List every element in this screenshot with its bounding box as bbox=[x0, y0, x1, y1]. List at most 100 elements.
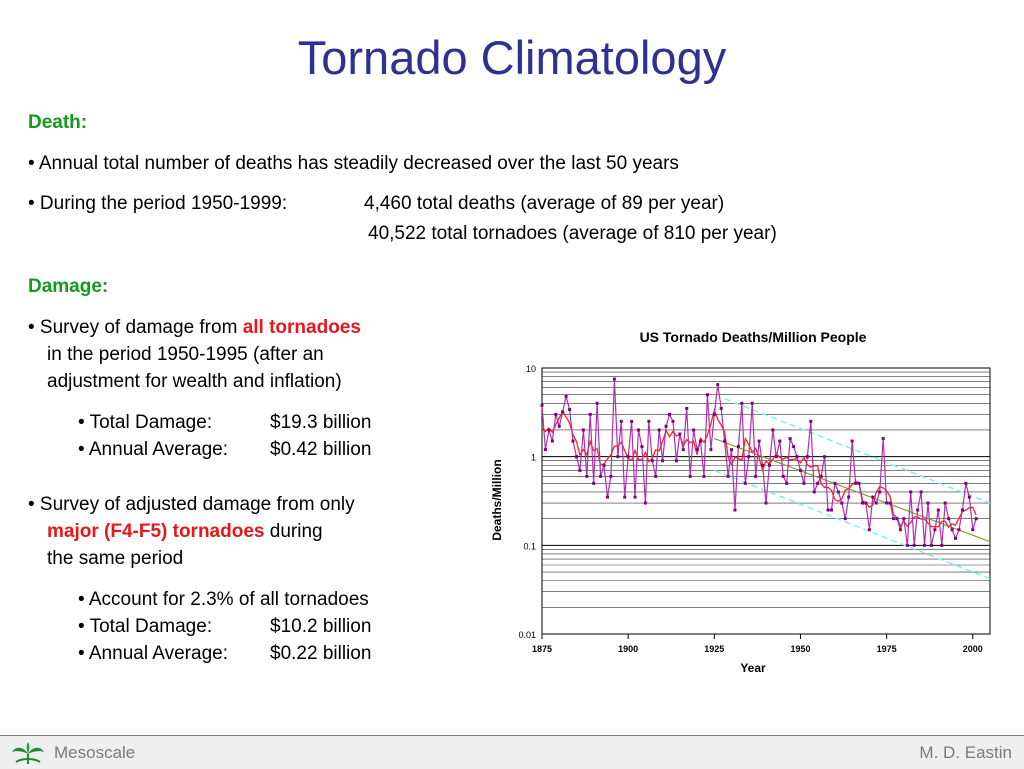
data-point bbox=[712, 412, 716, 416]
damage-survey-1-line-1: • Survey of damage from all tornadoes bbox=[28, 317, 361, 339]
data-point bbox=[767, 463, 771, 467]
data-point bbox=[785, 481, 789, 485]
data-point bbox=[733, 508, 737, 512]
data-point bbox=[974, 517, 978, 521]
major-total-damage-value: $10.2 billion bbox=[270, 616, 372, 637]
data-point bbox=[805, 455, 809, 459]
data-point bbox=[592, 481, 596, 485]
data-point bbox=[860, 501, 864, 505]
chart-y-ticks: 10 1 0.1 0.01 bbox=[518, 364, 536, 640]
x-tick-label: 1900 bbox=[618, 644, 638, 654]
data-point bbox=[929, 543, 933, 547]
data-point bbox=[967, 495, 971, 499]
data-point bbox=[568, 408, 572, 412]
data-point bbox=[829, 508, 833, 512]
data-point bbox=[933, 528, 937, 532]
data-point bbox=[778, 439, 782, 443]
data-point bbox=[747, 455, 751, 459]
x-tick-label: 1925 bbox=[704, 644, 724, 654]
data-point bbox=[578, 468, 582, 472]
damage-survey-2-line-2: major (F4-F5) tornadoes during bbox=[47, 521, 323, 543]
data-point bbox=[681, 448, 685, 452]
data-point bbox=[640, 445, 644, 449]
data-point bbox=[726, 474, 730, 478]
damage-survey-2-line-3: the same period bbox=[47, 548, 184, 569]
data-point bbox=[823, 455, 827, 459]
data-point bbox=[919, 490, 923, 494]
death-bullet-2-label: • During the period 1950-1999: bbox=[28, 193, 288, 214]
data-point bbox=[909, 490, 913, 494]
data-point bbox=[850, 439, 854, 443]
data-point bbox=[757, 439, 761, 443]
data-point bbox=[633, 495, 637, 499]
data-point bbox=[612, 377, 616, 381]
data-point bbox=[795, 455, 799, 459]
data-point bbox=[657, 428, 661, 432]
data-point bbox=[826, 508, 830, 512]
data-point bbox=[809, 419, 813, 423]
data-point bbox=[581, 428, 585, 432]
data-point bbox=[674, 459, 678, 463]
data-point bbox=[954, 536, 958, 540]
data-point bbox=[626, 455, 630, 459]
data-point bbox=[819, 474, 823, 478]
data-point bbox=[943, 501, 947, 505]
major-total-damage-label: • Total Damage: bbox=[78, 616, 213, 637]
data-point bbox=[816, 481, 820, 485]
data-point bbox=[916, 508, 920, 512]
data-point bbox=[764, 501, 768, 505]
data-point bbox=[557, 424, 561, 428]
data-point bbox=[588, 412, 592, 416]
data-point bbox=[864, 501, 868, 505]
data-point bbox=[702, 474, 706, 478]
data-point bbox=[774, 455, 778, 459]
data-point bbox=[661, 459, 665, 463]
damage-survey-2-emphasis: major (F4-F5) tornadoes bbox=[47, 521, 265, 542]
death-bullet-1: • Annual total number of deaths has stea… bbox=[28, 153, 679, 174]
y-tick-label: 1 bbox=[531, 453, 536, 463]
major-share: • Account for 2.3% of all tornadoes bbox=[78, 589, 369, 610]
data-point bbox=[950, 528, 954, 532]
damage-survey-2-line-1: • Survey of adjusted damage from only bbox=[28, 494, 355, 515]
x-tick-label: 1975 bbox=[877, 644, 897, 654]
data-point bbox=[654, 474, 658, 478]
data-point bbox=[798, 468, 802, 472]
data-point bbox=[595, 401, 599, 405]
data-point bbox=[695, 448, 699, 452]
total-damage-value: $19.3 billion bbox=[270, 412, 372, 433]
data-point bbox=[716, 383, 720, 387]
damage-heading: Damage: bbox=[28, 276, 109, 297]
data-point bbox=[926, 501, 930, 505]
data-point bbox=[605, 495, 609, 499]
data-point bbox=[936, 508, 940, 512]
data-point bbox=[540, 403, 544, 407]
data-point bbox=[771, 428, 775, 432]
data-point bbox=[902, 517, 906, 521]
data-point bbox=[912, 543, 916, 547]
y-tick-label: 10 bbox=[526, 364, 536, 374]
data-point bbox=[630, 419, 634, 423]
data-point bbox=[885, 501, 889, 505]
data-point bbox=[847, 495, 851, 499]
data-point bbox=[964, 481, 968, 485]
data-point bbox=[881, 437, 885, 441]
data-point bbox=[905, 543, 909, 547]
major-annual-average-value: $0.22 billion bbox=[270, 643, 372, 664]
data-point bbox=[571, 439, 575, 443]
data-point bbox=[619, 419, 623, 423]
data-point bbox=[550, 439, 554, 443]
data-point bbox=[898, 528, 902, 532]
data-point bbox=[888, 501, 892, 505]
data-point bbox=[678, 432, 682, 436]
data-point bbox=[688, 474, 692, 478]
data-point bbox=[699, 439, 703, 443]
death-bullet-2-deaths: 4,460 total deaths (average of 89 per ye… bbox=[364, 193, 725, 214]
data-point bbox=[781, 474, 785, 478]
annual-series-points bbox=[540, 377, 978, 547]
data-point bbox=[854, 481, 858, 485]
data-point bbox=[585, 474, 589, 478]
data-point bbox=[599, 474, 603, 478]
data-point bbox=[609, 474, 613, 478]
data-point bbox=[892, 517, 896, 521]
data-point bbox=[692, 428, 696, 432]
